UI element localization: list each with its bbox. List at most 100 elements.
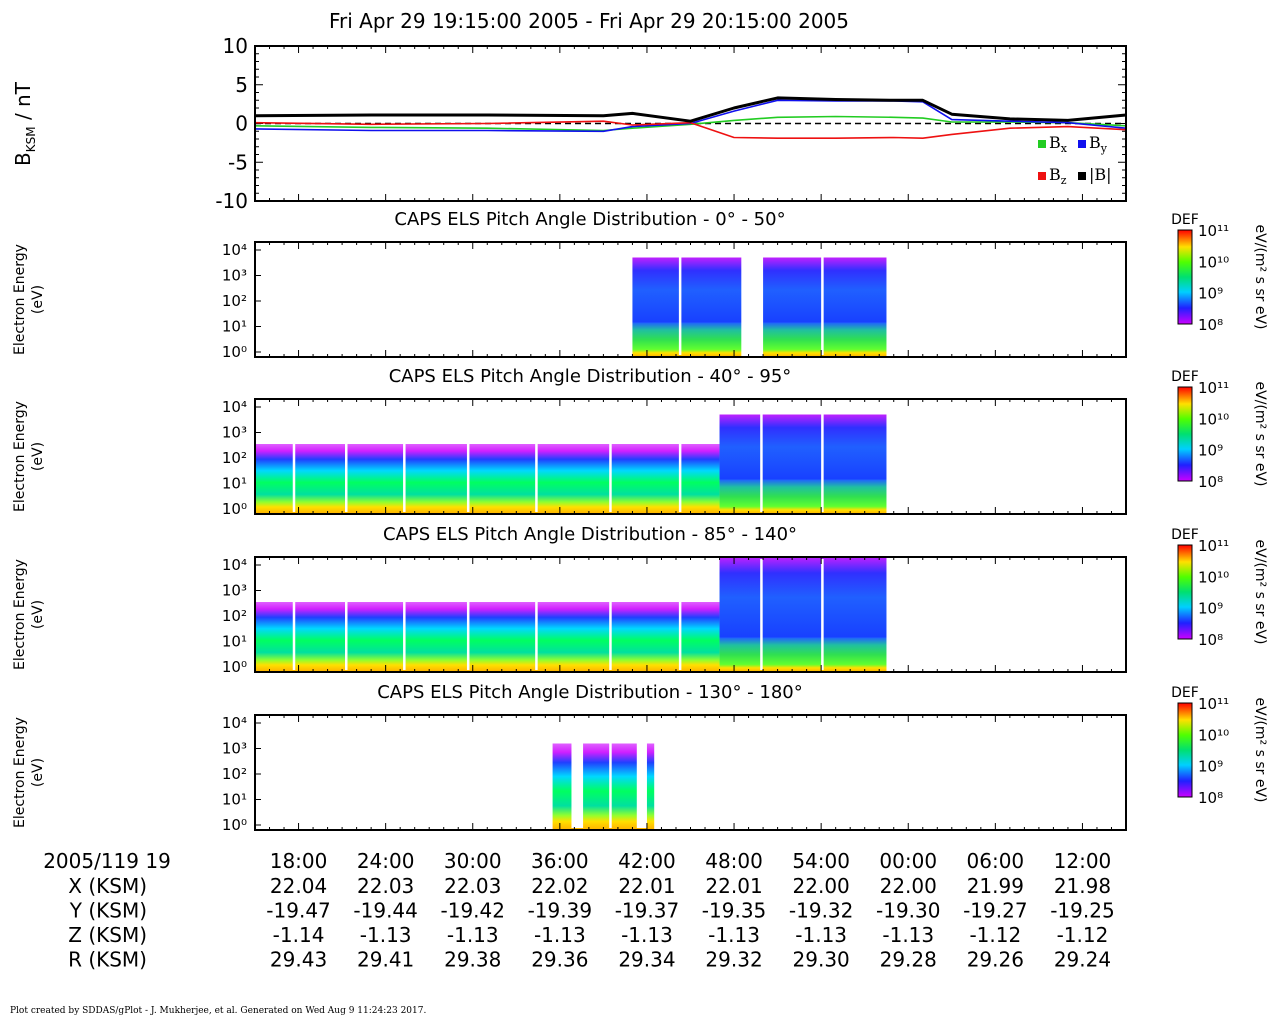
- spectrogram-ylabel-line1: Electron Energy: [12, 559, 28, 670]
- spectrogram-y-tick-label: 10¹: [222, 475, 247, 493]
- spectrogram-gap-line: [292, 559, 296, 670]
- spectrogram-y-tick-label: 10³: [222, 740, 247, 758]
- mag-ylabel-unit: / nT: [11, 81, 35, 126]
- spectrogram-gap-line: [609, 559, 612, 670]
- time-axis: 2005/119 19 18:00 24:00 30:00 36:00 42:00 48:…: [43, 849, 1115, 972]
- ephemeris-value: 21.98: [1054, 874, 1111, 898]
- ephemeris-value: 22.00: [880, 874, 937, 898]
- spectrogram-gap-line: [821, 717, 824, 828]
- ephemeris-value: 22.03: [357, 874, 414, 898]
- spectrogram-data: [255, 401, 887, 514]
- spectrogram-data: [255, 557, 887, 672]
- colorbar-gradient: [1177, 229, 1193, 325]
- colorbar-tick-label: 10⁸: [1198, 316, 1223, 334]
- spectrogram-gap-line: [609, 244, 612, 355]
- colorbar-tick-label: 10⁹: [1198, 600, 1223, 618]
- spectrogram-gap-line: [292, 401, 296, 512]
- spectrogram-gap-line: [345, 401, 348, 512]
- spectrogram-gap-line: [535, 717, 538, 828]
- spectrogram-y-tick-label: 10²: [222, 607, 247, 625]
- spectrogram-y-tick-label: 10⁰: [222, 343, 247, 361]
- spectrogram-y-tick-label: 10⁴: [222, 714, 247, 732]
- mag-series-lines: [254, 96, 1127, 139]
- spectrogram-gap-line: [678, 401, 682, 512]
- spectrogram-gap-line: [535, 559, 538, 670]
- legend-label: Bz: [1049, 165, 1067, 187]
- mag-ylabel-sub: KSM: [24, 126, 38, 152]
- spectrogram-gap-line: [466, 244, 470, 355]
- ephemeris-value: 29.36: [531, 948, 588, 972]
- colorbar-unit-label: eV/(m² s sr eV): [1252, 225, 1268, 330]
- ephemeris-value: -19.25: [1050, 899, 1114, 923]
- spectrogram-gap-line: [760, 717, 763, 828]
- colorbar-label: DEF: [1171, 685, 1199, 701]
- time-axis-start-label: 2005/119 19: [43, 849, 171, 873]
- spectrogram-y-tick-label: 10⁰: [222, 658, 247, 676]
- legend-swatch: [1038, 172, 1046, 180]
- spectrogram-y-tick-label: 10⁰: [222, 500, 247, 518]
- ephemeris-value: 22.04: [270, 874, 327, 898]
- spectrogram-cell-block: [763, 322, 887, 357]
- ephemeris-value: -1.14: [273, 923, 325, 947]
- spectrogram-panel-4: CAPS ELS Pitch Angle Distribution - 130°…: [12, 682, 1268, 834]
- ephemeris-value: 22.01: [705, 874, 762, 898]
- spectrogram-gap-line: [292, 717, 296, 828]
- ephemeris-value: 29.24: [1054, 948, 1111, 972]
- mag-series-line-z: [254, 120, 1127, 139]
- spectrogram-gap-line: [466, 717, 470, 828]
- ephemeris-value: -1.13: [360, 923, 412, 947]
- colorbar-tick-label: 10¹⁰: [1198, 410, 1229, 428]
- colorbar-label: DEF: [1171, 527, 1199, 543]
- spectrogram-gap-line: [821, 401, 824, 512]
- ephemeris-value: -1.13: [882, 923, 934, 947]
- spectrogram-frame: [254, 241, 1127, 358]
- time-tick-label: 42:00: [618, 849, 676, 873]
- spectrogram-gap-line: [609, 717, 612, 828]
- legend-label: Bx: [1049, 133, 1068, 155]
- spectrogram-y-tick-label: 10³: [222, 582, 247, 600]
- mag-frame: [254, 45, 1127, 202]
- legend-swatch: [1038, 140, 1046, 148]
- figure-title: Fri Apr 29 19:15:00 2005 - Fri Apr 29 20…: [329, 9, 849, 33]
- colorbar-tick-label: 10¹⁰: [1198, 726, 1229, 744]
- mag-y-tick-label: 10: [223, 34, 248, 58]
- spectrogram-ylabel-line1: Electron Energy: [12, 717, 28, 828]
- spectrogram-y-tick-label: 10¹: [222, 633, 247, 651]
- spectrogram-y-axis-label: Electron Energy (eV): [12, 717, 46, 828]
- mag-series-line-mag: [254, 96, 1127, 123]
- colorbar-gradient: [1177, 386, 1193, 482]
- spectrogram-frame: [254, 556, 1127, 673]
- ephemeris-value: -19.30: [876, 899, 940, 923]
- spectrogram-y-axis-label: Electron Energy (eV): [12, 401, 46, 512]
- spectrogram-gap-line: [466, 401, 470, 512]
- time-tick-label: 36:00: [531, 849, 589, 873]
- spectrogram-gap-line: [345, 717, 348, 828]
- colorbar-unit-text: eV/(m² s sr eV): [1252, 698, 1268, 803]
- ephemeris-value: 29.26: [967, 948, 1024, 972]
- spectrogram-title: CAPS ELS Pitch Angle Distribution - 85° …: [383, 524, 797, 545]
- time-tick-label: 30:00: [444, 849, 502, 873]
- spectrogram-ylabel-line2: (eV): [30, 442, 46, 471]
- ephemeris-value: 22.00: [793, 874, 850, 898]
- colorbar-unit-label: eV/(m² s sr eV): [1252, 540, 1268, 645]
- ephemeris-value: -1.12: [1057, 923, 1109, 947]
- spectrogram-y-axis-label: Electron Energy (eV): [12, 244, 46, 355]
- spectrogram-gap-line: [403, 244, 406, 355]
- legend-label: By: [1089, 133, 1108, 155]
- colorbar-gradient: [1177, 702, 1193, 798]
- colorbar-tick-label: 10⁸: [1198, 473, 1223, 491]
- spectrogram-y-tick-label: 10²: [222, 449, 247, 467]
- legend-swatch: [1078, 140, 1086, 148]
- spectrogram-gap-line: [821, 244, 824, 355]
- ephemeris-value: -1.13: [621, 923, 673, 947]
- ephemeris-value: -19.32: [789, 899, 853, 923]
- spectrogram-gap-line: [760, 559, 763, 670]
- mag-y-tick-label: -10: [215, 189, 248, 213]
- mag-y-tick-label: -5: [228, 150, 248, 174]
- spectrogram-gap-line: [345, 244, 348, 355]
- ephemeris-value: -19.37: [615, 899, 679, 923]
- ephemeris-value: -19.35: [702, 899, 766, 923]
